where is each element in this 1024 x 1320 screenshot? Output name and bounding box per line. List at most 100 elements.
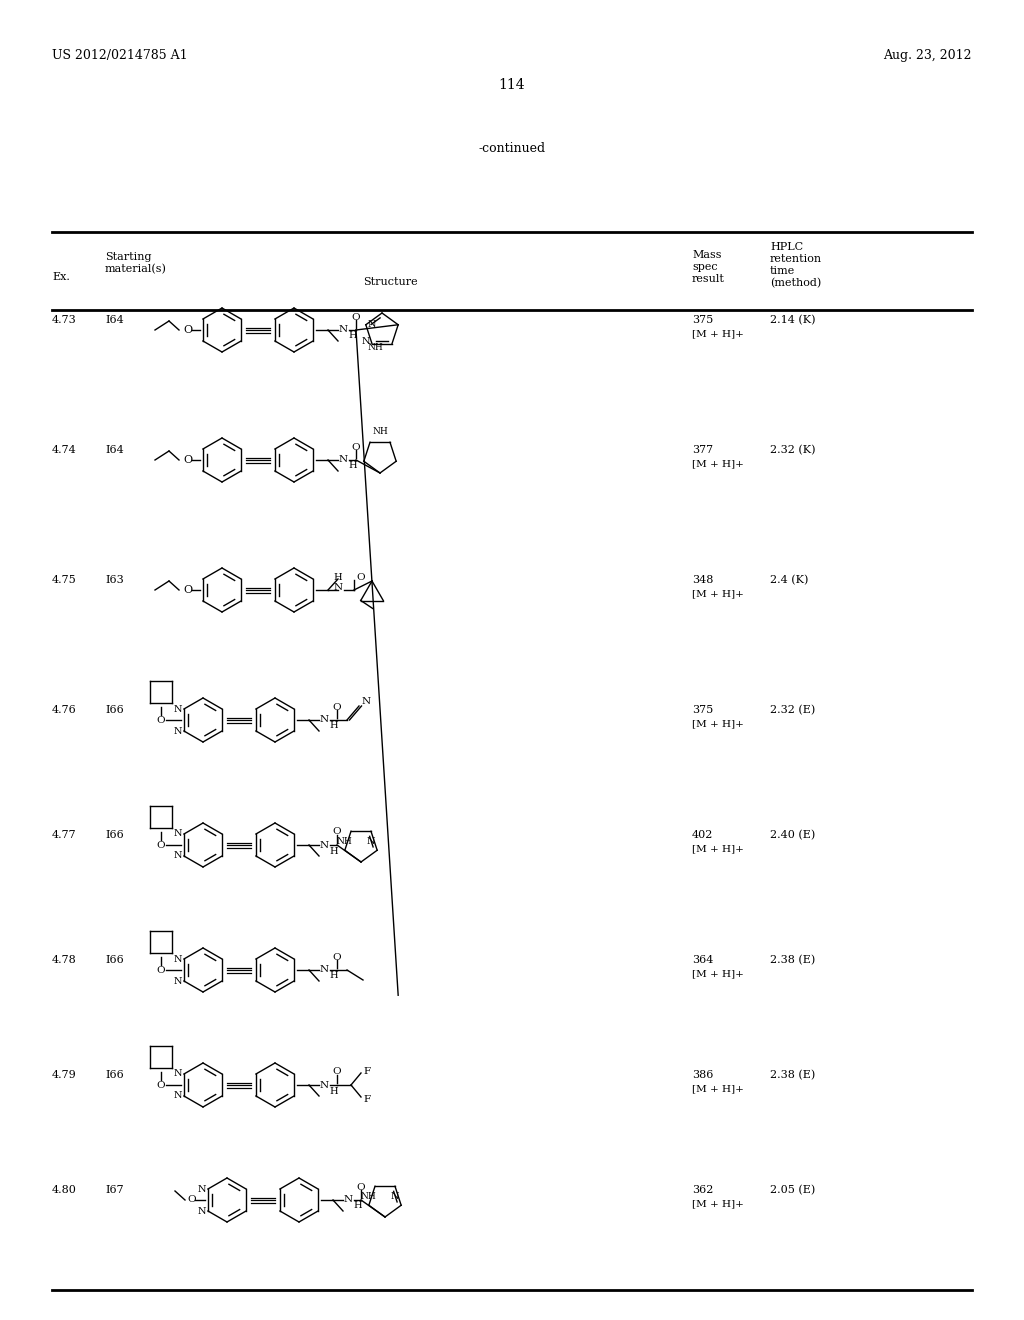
Text: I63: I63: [105, 576, 124, 585]
Text: US 2012/0214785 A1: US 2012/0214785 A1: [52, 49, 187, 62]
Text: F: F: [362, 1094, 370, 1104]
Text: N: N: [362, 697, 371, 705]
Text: O: O: [333, 828, 341, 837]
Text: N: N: [319, 841, 329, 850]
Text: N: N: [173, 705, 182, 714]
Text: 348: 348: [692, 576, 714, 585]
Text: O: O: [183, 585, 193, 595]
Text: [M + H]+: [M + H]+: [692, 969, 743, 978]
Text: O: O: [356, 573, 365, 582]
Text: N: N: [173, 851, 182, 861]
Text: O: O: [356, 1183, 366, 1192]
Text: material(s): material(s): [105, 264, 167, 275]
Text: N: N: [339, 326, 348, 334]
Text: O: O: [157, 841, 165, 850]
Text: 4.78: 4.78: [52, 954, 77, 965]
Text: 2.40 (E): 2.40 (E): [770, 830, 815, 840]
Text: O: O: [351, 442, 360, 451]
Text: spec: spec: [692, 261, 718, 272]
Text: O: O: [351, 313, 360, 322]
Text: 114: 114: [499, 78, 525, 92]
Text: retention: retention: [770, 253, 822, 264]
Text: 364: 364: [692, 954, 714, 965]
Text: [M + H]+: [M + H]+: [692, 1085, 743, 1093]
Text: N: N: [339, 455, 348, 465]
Text: F: F: [362, 1067, 370, 1076]
Text: N: N: [367, 837, 375, 846]
Text: I66: I66: [105, 1071, 124, 1080]
Text: 2.4 (K): 2.4 (K): [770, 574, 808, 585]
Text: I66: I66: [105, 954, 124, 965]
Text: Mass: Mass: [692, 249, 722, 260]
Text: [M + H]+: [M + H]+: [692, 330, 743, 338]
Text: N: N: [319, 1081, 329, 1089]
Text: O: O: [183, 455, 193, 465]
Text: H: H: [329, 1086, 338, 1096]
Text: N: N: [368, 321, 377, 329]
Text: N: N: [198, 1206, 206, 1216]
Text: 4.79: 4.79: [52, 1071, 77, 1080]
Text: [M + H]+: [M + H]+: [692, 1200, 743, 1209]
Text: 4.76: 4.76: [52, 705, 77, 715]
Text: 402: 402: [692, 830, 714, 840]
Text: N: N: [173, 829, 182, 838]
Text: H: H: [329, 846, 338, 855]
Text: O: O: [157, 966, 165, 975]
Text: O: O: [183, 325, 193, 335]
Text: N: N: [173, 977, 182, 986]
Text: O: O: [333, 1068, 341, 1077]
Text: 4.80: 4.80: [52, 1185, 77, 1195]
Text: I64: I64: [105, 315, 124, 325]
Text: (method): (method): [770, 279, 821, 288]
Text: 377: 377: [692, 445, 713, 455]
Text: H: H: [348, 331, 356, 341]
Text: N: N: [198, 1184, 206, 1193]
Text: I67: I67: [105, 1185, 124, 1195]
Text: Structure: Structure: [362, 277, 418, 286]
Text: O: O: [333, 953, 341, 961]
Text: 2.14 (K): 2.14 (K): [770, 315, 815, 325]
Text: O: O: [157, 1081, 165, 1090]
Text: NH: NH: [372, 428, 388, 437]
Text: result: result: [692, 275, 725, 284]
Text: 386: 386: [692, 1071, 714, 1080]
Text: 4.74: 4.74: [52, 445, 77, 455]
Text: 4.77: 4.77: [52, 830, 77, 840]
Text: NH: NH: [360, 1192, 377, 1201]
Text: Ex.: Ex.: [52, 272, 70, 282]
Text: [M + H]+: [M + H]+: [692, 719, 743, 729]
Text: time: time: [770, 267, 796, 276]
Text: N: N: [361, 337, 370, 346]
Text: I66: I66: [105, 830, 124, 840]
Text: Starting: Starting: [105, 252, 152, 261]
Text: NH: NH: [337, 837, 352, 846]
Text: N: N: [319, 715, 329, 725]
Text: 2.05 (E): 2.05 (E): [770, 1185, 815, 1195]
Text: N: N: [344, 1196, 353, 1204]
Text: 2.38 (E): 2.38 (E): [770, 1069, 815, 1080]
Text: N: N: [391, 1192, 399, 1201]
Text: N: N: [173, 1069, 182, 1078]
Text: 375: 375: [692, 705, 714, 715]
Text: [M + H]+: [M + H]+: [692, 590, 743, 598]
Text: 2.32 (K): 2.32 (K): [770, 445, 815, 455]
Text: 375: 375: [692, 315, 714, 325]
Text: H: H: [334, 573, 342, 582]
Text: 2.38 (E): 2.38 (E): [770, 954, 815, 965]
Text: 4.73: 4.73: [52, 315, 77, 325]
Text: 2.32 (E): 2.32 (E): [770, 705, 815, 715]
Text: H: H: [353, 1201, 361, 1210]
Text: O: O: [333, 702, 341, 711]
Text: O: O: [157, 715, 165, 725]
Text: HPLC: HPLC: [770, 242, 803, 252]
Text: H: H: [329, 722, 338, 730]
Text: I66: I66: [105, 705, 124, 715]
Text: Aug. 23, 2012: Aug. 23, 2012: [884, 49, 972, 62]
Text: N: N: [319, 965, 329, 974]
Text: -continued: -continued: [478, 141, 546, 154]
Text: 362: 362: [692, 1185, 714, 1195]
Text: N: N: [173, 1092, 182, 1101]
Text: NH: NH: [368, 343, 383, 352]
Text: H: H: [329, 972, 338, 981]
Text: N: N: [173, 726, 182, 735]
